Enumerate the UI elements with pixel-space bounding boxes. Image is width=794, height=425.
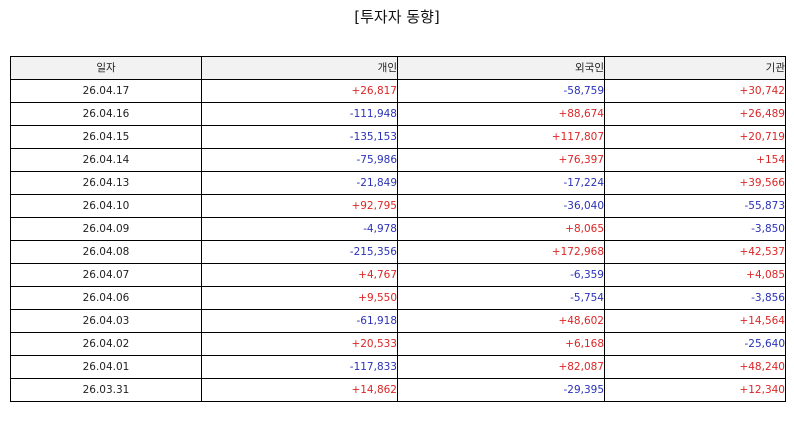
cell-foreign: +117,807	[397, 125, 605, 149]
cell-institution: +14,564	[604, 309, 786, 333]
cell-individual: +9,550	[201, 286, 398, 310]
table-row: 26.04.14 -75,986 +76,397 +154	[10, 148, 786, 172]
cell-individual: +4,767	[201, 263, 398, 287]
column-header-date: 일자	[10, 56, 202, 80]
cell-date: 26.04.07	[10, 263, 202, 287]
cell-institution: +48,240	[604, 355, 786, 379]
table-row: 26.04.10 +92,795 -36,040 -55,873	[10, 194, 786, 218]
cell-date: 26.04.13	[10, 171, 202, 195]
cell-foreign: -58,759	[397, 79, 605, 103]
cell-date: 26.04.09	[10, 217, 202, 241]
cell-date: 26.04.08	[10, 240, 202, 264]
cell-foreign: +48,602	[397, 309, 605, 333]
cell-foreign: -36,040	[397, 194, 605, 218]
cell-institution: -3,856	[604, 286, 786, 310]
table-row: 26.04.08 -215,356 +172,968 +42,537	[10, 240, 786, 264]
cell-date: 26.04.10	[10, 194, 202, 218]
table-row: 26.03.31 +14,862 -29,395 +12,340	[10, 378, 786, 402]
cell-institution: -3,850	[604, 217, 786, 241]
cell-individual: -75,986	[201, 148, 398, 172]
cell-foreign: +88,674	[397, 102, 605, 126]
table-row: 26.04.09 -4,978 +8,065 -3,850	[10, 217, 786, 241]
cell-date: 26.04.15	[10, 125, 202, 149]
cell-date: 26.04.06	[10, 286, 202, 310]
column-header-individual: 개인	[201, 56, 398, 80]
cell-foreign: +82,087	[397, 355, 605, 379]
cell-individual: +20,533	[201, 332, 398, 356]
cell-individual: +26,817	[201, 79, 398, 103]
cell-institution: +26,489	[604, 102, 786, 126]
cell-date: 26.04.16	[10, 102, 202, 126]
cell-individual: -135,153	[201, 125, 398, 149]
cell-institution: +4,085	[604, 263, 786, 287]
cell-individual: -21,849	[201, 171, 398, 195]
cell-date: 26.04.02	[10, 332, 202, 356]
cell-foreign: +76,397	[397, 148, 605, 172]
table-row: 26.04.15 -135,153 +117,807 +20,719	[10, 125, 786, 149]
cell-institution: +42,537	[604, 240, 786, 264]
cell-institution: -55,873	[604, 194, 786, 218]
cell-date: 26.04.01	[10, 355, 202, 379]
cell-foreign: +8,065	[397, 217, 605, 241]
table-row: 26.04.07 +4,767 -6,359 +4,085	[10, 263, 786, 287]
cell-individual: +14,862	[201, 378, 398, 402]
cell-individual: -4,978	[201, 217, 398, 241]
cell-individual: -215,356	[201, 240, 398, 264]
cell-date: 26.04.17	[10, 79, 202, 103]
cell-individual: -111,948	[201, 102, 398, 126]
cell-foreign: -6,359	[397, 263, 605, 287]
cell-institution: +20,719	[604, 125, 786, 149]
cell-institution: +30,742	[604, 79, 786, 103]
table-body: 26.04.17 +26,817 -58,759 +30,742 26.04.16 -11…	[10, 79, 786, 402]
page-title: [투자자 동향]	[354, 8, 440, 26]
table-row: 26.04.17 +26,817 -58,759 +30,742	[10, 79, 786, 103]
table-row: 26.04.03 -61,918 +48,602 +14,564	[10, 309, 786, 333]
cell-foreign: +6,168	[397, 332, 605, 356]
cell-institution: +154	[604, 148, 786, 172]
column-header-institution: 기관	[604, 56, 786, 80]
cell-date: 26.04.14	[10, 148, 202, 172]
table-row: 26.04.13 -21,849 -17,224 +39,566	[10, 171, 786, 195]
table-row: 26.04.01 -117,833 +82,087 +48,240	[10, 355, 786, 379]
cell-individual: -117,833	[201, 355, 398, 379]
cell-foreign: +172,968	[397, 240, 605, 264]
cell-date: 26.04.03	[10, 309, 202, 333]
cell-institution: +39,566	[604, 171, 786, 195]
cell-foreign: -17,224	[397, 171, 605, 195]
column-header-foreign: 외국인	[397, 56, 605, 80]
table-row: 26.04.06 +9,550 -5,754 -3,856	[10, 286, 786, 310]
table-row: 26.04.02 +20,533 +6,168 -25,640	[10, 332, 786, 356]
cell-institution: +12,340	[604, 378, 786, 402]
table-row: 26.04.16 -111,948 +88,674 +26,489	[10, 102, 786, 126]
investor-trend-table: 일자 개인 외국인 기관 26.04.17 +26,817 -58,759 +30,7…	[10, 56, 786, 402]
cell-institution: -25,640	[604, 332, 786, 356]
cell-foreign: -29,395	[397, 378, 605, 402]
table-header-row: 일자 개인 외국인 기관	[10, 56, 786, 80]
cell-individual: +92,795	[201, 194, 398, 218]
cell-individual: -61,918	[201, 309, 398, 333]
cell-foreign: -5,754	[397, 286, 605, 310]
cell-date: 26.03.31	[10, 378, 202, 402]
